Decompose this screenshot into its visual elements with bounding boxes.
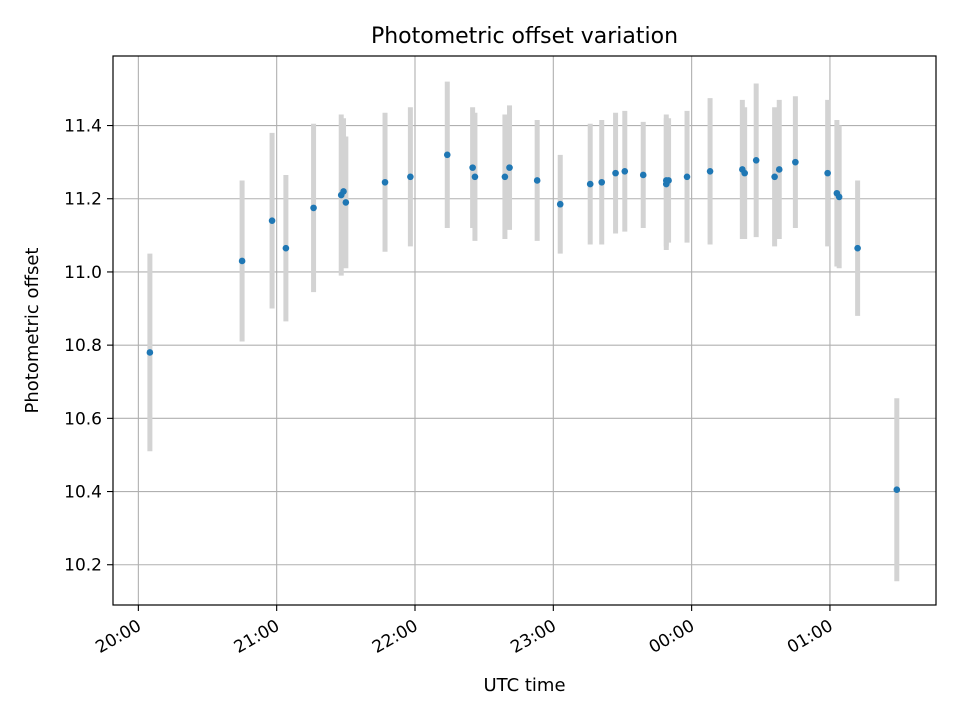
data-point — [752, 157, 760, 164]
y-tick-label: 10.4 — [64, 483, 102, 503]
data-point — [381, 178, 389, 186]
y-tick-label: 11.2 — [64, 190, 102, 210]
data-point — [824, 169, 831, 177]
y-tick-label: 10.2 — [64, 556, 102, 576]
data-point — [238, 257, 246, 265]
data-point — [268, 217, 276, 224]
data-point — [146, 349, 154, 356]
plot-frame — [112, 55, 937, 606]
data-point — [586, 180, 594, 188]
chart-title: Photometric offset variation — [371, 24, 678, 49]
data-point — [506, 164, 513, 171]
y-axis-label: Photometric offset — [22, 248, 43, 414]
data-point — [310, 204, 317, 212]
y-tick-label: 10.6 — [64, 409, 102, 429]
data-point — [598, 178, 606, 186]
data-point — [469, 164, 476, 171]
y-tick-label: 11.0 — [64, 263, 102, 283]
data-point — [621, 167, 629, 175]
data-point — [792, 158, 799, 166]
data-point — [340, 188, 347, 195]
data-point — [639, 171, 647, 179]
data-point — [683, 173, 691, 181]
y-axis-ticks: 10.2 10.4 10.6 10.8 11.0 11.2 11.4 — [64, 117, 113, 576]
data-point — [665, 177, 672, 184]
data-point — [706, 167, 714, 175]
data-point — [533, 177, 541, 184]
data-point — [471, 173, 479, 181]
y-tick-label: 11.4 — [64, 117, 102, 137]
data-point — [407, 173, 414, 181]
data-point — [282, 244, 290, 252]
data-point — [443, 151, 451, 159]
data-point — [612, 169, 619, 177]
data-point — [893, 486, 901, 494]
data-points — [146, 151, 901, 494]
x-axis-label: UTC time — [483, 675, 565, 696]
data-point — [771, 173, 778, 181]
data-point — [501, 173, 509, 181]
data-point — [854, 244, 861, 252]
data-point — [775, 166, 783, 173]
data-point — [556, 200, 564, 208]
data-point — [342, 199, 350, 206]
y-tick-label: 10.8 — [64, 336, 102, 356]
data-point — [835, 193, 843, 201]
data-point — [741, 169, 748, 177]
